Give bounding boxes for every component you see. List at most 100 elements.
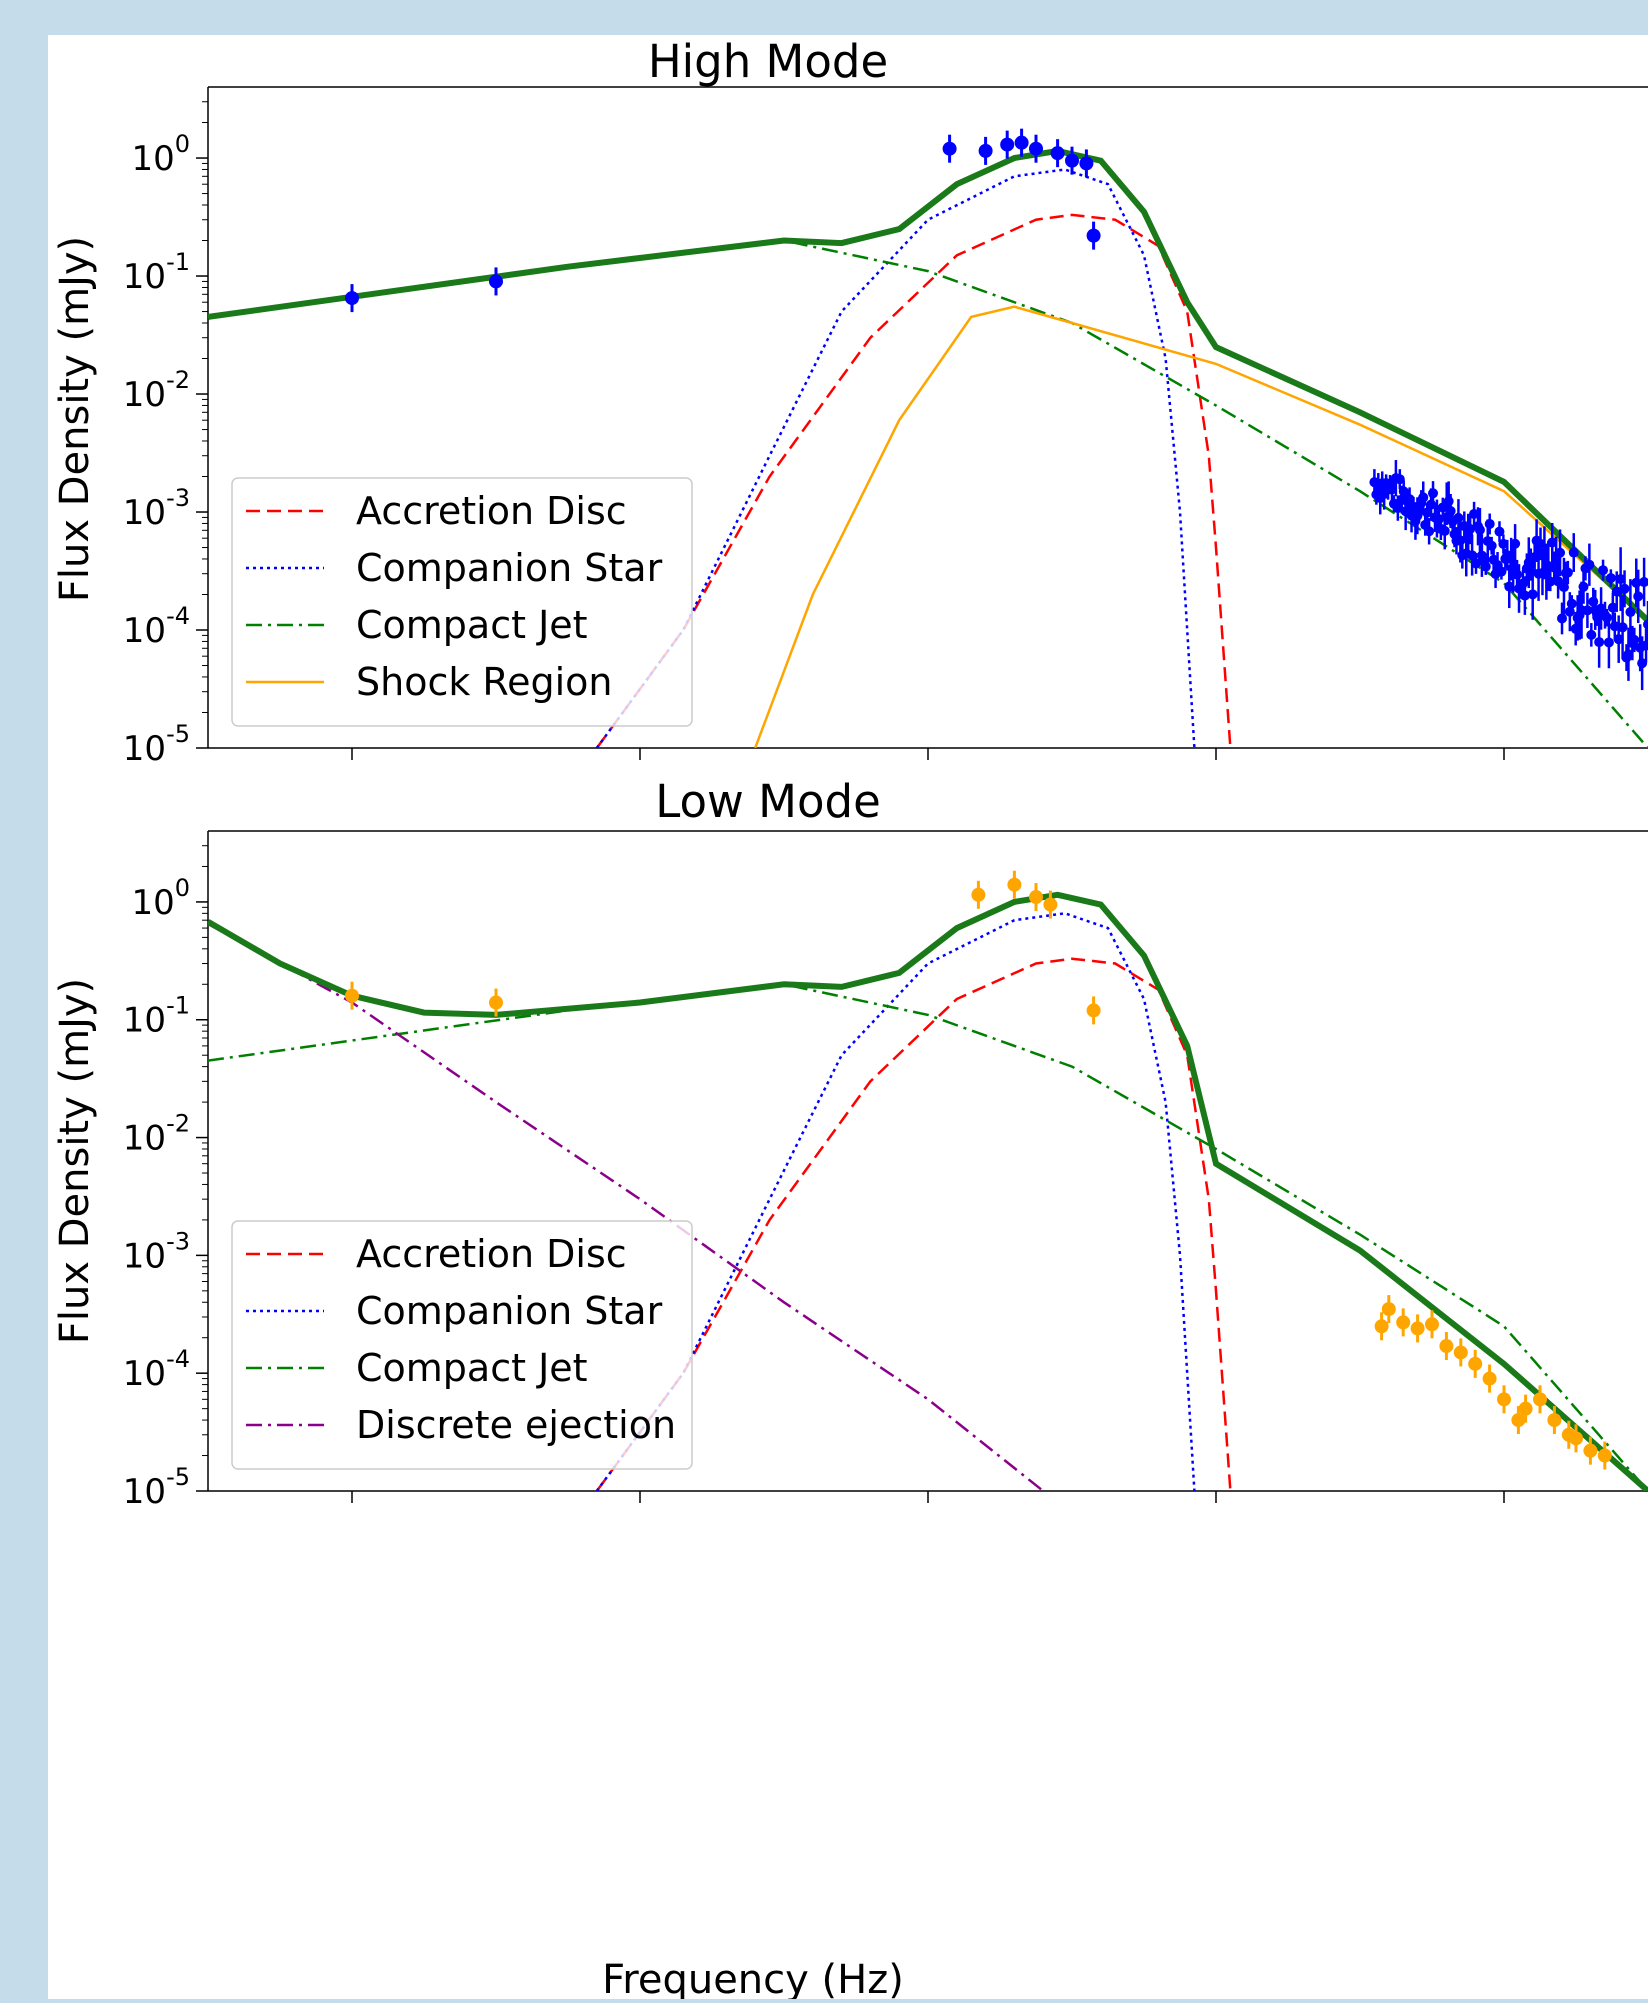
data-point — [1637, 658, 1648, 669]
data-point — [1641, 640, 1648, 651]
data-point — [1547, 1413, 1562, 1428]
series-line-accretion-disc — [595, 213, 1232, 748]
data-point — [1545, 576, 1556, 587]
y-tick-label: 10-5 — [123, 720, 190, 769]
data-point — [1482, 1371, 1497, 1386]
data-point — [1422, 507, 1433, 518]
legend-box — [231, 477, 693, 727]
data-point — [1465, 523, 1476, 534]
y-tick-label: 10-3 — [123, 484, 190, 533]
data-point — [345, 988, 359, 1003]
data-point — [1469, 508, 1480, 519]
data-point — [1428, 488, 1439, 499]
data-point — [1425, 1317, 1439, 1332]
data-point — [1014, 135, 1029, 150]
data-point — [1639, 577, 1648, 588]
data-point — [1643, 619, 1648, 630]
data-point — [1474, 524, 1485, 535]
data-point — [1511, 1413, 1526, 1428]
figure: High Mode Flux Density (mJy) 100 10-1 10-2… — [48, 35, 1648, 2003]
data-point — [1439, 525, 1450, 536]
data-point — [1629, 634, 1640, 645]
data-point — [1392, 503, 1403, 514]
data-point — [1607, 602, 1618, 613]
data-point — [1598, 565, 1609, 576]
data-point — [1504, 581, 1515, 592]
chart-svg: High Mode Flux Density (mJy) 100 10-1 10-2… — [52, 35, 1648, 2003]
data-point — [1086, 228, 1101, 243]
y-tick-label: 100 — [131, 130, 190, 179]
data-point — [1566, 598, 1577, 609]
y-tick-label: 10-4 — [123, 602, 190, 651]
data-point — [1568, 547, 1579, 558]
data-point — [1029, 890, 1043, 905]
data-point — [1582, 605, 1593, 616]
data-point — [1453, 512, 1464, 523]
data-point — [1633, 591, 1644, 602]
plot-area-high — [207, 86, 1648, 749]
data-point — [1586, 629, 1597, 640]
high-mode-panel: High Mode Flux Density (mJy) 100 10-1 10-2… — [52, 35, 1648, 769]
data-point — [1601, 612, 1612, 623]
data-point — [1497, 1392, 1511, 1407]
data-point — [1471, 558, 1482, 569]
data-point — [1498, 538, 1509, 549]
legend-label: Compact Jet — [356, 1346, 588, 1390]
data-point — [1510, 538, 1521, 549]
data-point — [1439, 1339, 1454, 1354]
series-line-shock-region — [754, 305, 1648, 748]
data-point — [942, 141, 957, 156]
y-tick-label: 10-2 — [123, 1110, 190, 1159]
y-tick-label: 10-1 — [123, 248, 190, 297]
data-point — [1533, 1392, 1547, 1407]
data-point — [1558, 582, 1569, 593]
data-point — [1535, 538, 1546, 549]
y-tick-label: 10-5 — [123, 1463, 190, 1512]
data-point — [1386, 484, 1397, 495]
data-point — [1611, 586, 1622, 597]
data-point — [1445, 505, 1456, 516]
data-point — [1086, 1003, 1101, 1018]
legend-low: Accretion Disc Companion Star Compact Jet D… — [231, 1220, 693, 1470]
data-point — [345, 291, 359, 306]
y-axis-label-low: Flux Density (mJy) — [52, 978, 98, 1344]
data-point — [1617, 622, 1628, 633]
legend-label: Compact Jet — [356, 603, 588, 647]
data-point — [1029, 141, 1043, 156]
data-point — [1547, 537, 1558, 548]
data-point — [1453, 1345, 1468, 1360]
data-point — [1443, 496, 1454, 507]
data-point — [1603, 637, 1614, 648]
legend-label: Companion Star — [356, 1289, 663, 1333]
total-model-line — [208, 891, 1648, 1491]
data-point — [1583, 1443, 1598, 1458]
x-axis-label: Frequency (Hz) — [602, 1957, 904, 1999]
data-point — [489, 995, 503, 1010]
data-point — [1562, 567, 1573, 578]
data-point — [1584, 559, 1595, 570]
legend-label: Shock Region — [356, 660, 613, 704]
data-point — [1512, 569, 1523, 580]
data-point — [978, 143, 993, 158]
data-point — [971, 887, 986, 902]
data-point — [1410, 1321, 1425, 1336]
data-point — [1597, 1448, 1612, 1463]
data-point — [1424, 526, 1435, 537]
data-point — [1619, 583, 1630, 594]
y-ticks-low: 100 10-1 10-2 10-3 10-4 10-5 — [123, 845, 1505, 1512]
data-point — [1484, 518, 1495, 529]
data-point — [1468, 1356, 1483, 1371]
data-point — [1605, 573, 1616, 584]
data-point — [1043, 897, 1058, 912]
series-line-accretion-disc — [595, 957, 1232, 1491]
data-point — [1609, 621, 1620, 632]
y-tick-label: 10-4 — [123, 1345, 190, 1394]
data-point — [1496, 566, 1507, 577]
data-point — [1615, 574, 1626, 585]
data-point — [1394, 474, 1405, 485]
data-point — [1613, 634, 1624, 645]
low-mode-panel: Low Mode Flux Density (mJy) 10010-110-21… — [52, 775, 1648, 1512]
y-tick-label: 10-2 — [123, 366, 190, 415]
data-point — [1494, 526, 1505, 537]
data-point — [1374, 1319, 1389, 1334]
